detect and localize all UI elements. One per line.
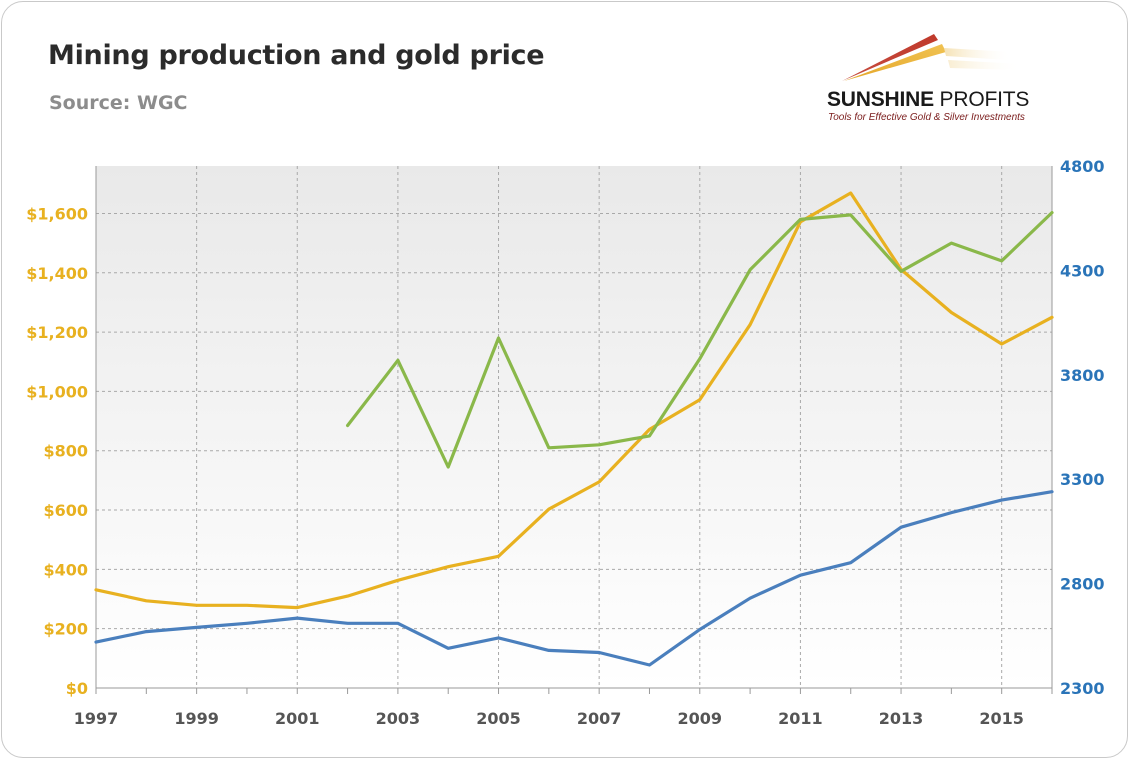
- y-right-tick-label: 4300: [1060, 261, 1105, 280]
- x-tick-label: 2007: [577, 709, 622, 728]
- y-left-tick-label: $800: [43, 442, 88, 461]
- y-left-tick-label: $1,600: [26, 204, 88, 223]
- y-left-tick-label: $0: [66, 679, 88, 698]
- y-right-tick-label: 3300: [1060, 470, 1105, 489]
- x-tick-label: 2001: [275, 709, 320, 728]
- y-right-tick-label: 2800: [1060, 575, 1105, 594]
- x-tick-label: 1997: [74, 709, 119, 728]
- y-left-tick-label: $1,200: [26, 323, 88, 342]
- x-tick-label: 2015: [979, 709, 1024, 728]
- x-tick-label: 2009: [678, 709, 723, 728]
- y-left-tick-label: $400: [43, 560, 88, 579]
- y-left-tick-label: $200: [43, 620, 88, 639]
- x-tick-label: 2003: [376, 709, 421, 728]
- y-right-tick-label: 4800: [1060, 157, 1105, 176]
- x-tick-label: 1999: [174, 709, 219, 728]
- y-right-tick-label: 2300: [1060, 679, 1105, 698]
- y-left-tick-label: $1,000: [26, 382, 88, 401]
- x-tick-label: 2013: [879, 709, 924, 728]
- y-right-tick-label: 3800: [1060, 366, 1105, 385]
- plot-area: [96, 166, 1052, 688]
- x-tick-label: 2011: [778, 709, 823, 728]
- y-left-tick-label: $1,400: [26, 264, 88, 283]
- x-tick-label: 2005: [476, 709, 521, 728]
- y-left-tick-label: $600: [43, 501, 88, 520]
